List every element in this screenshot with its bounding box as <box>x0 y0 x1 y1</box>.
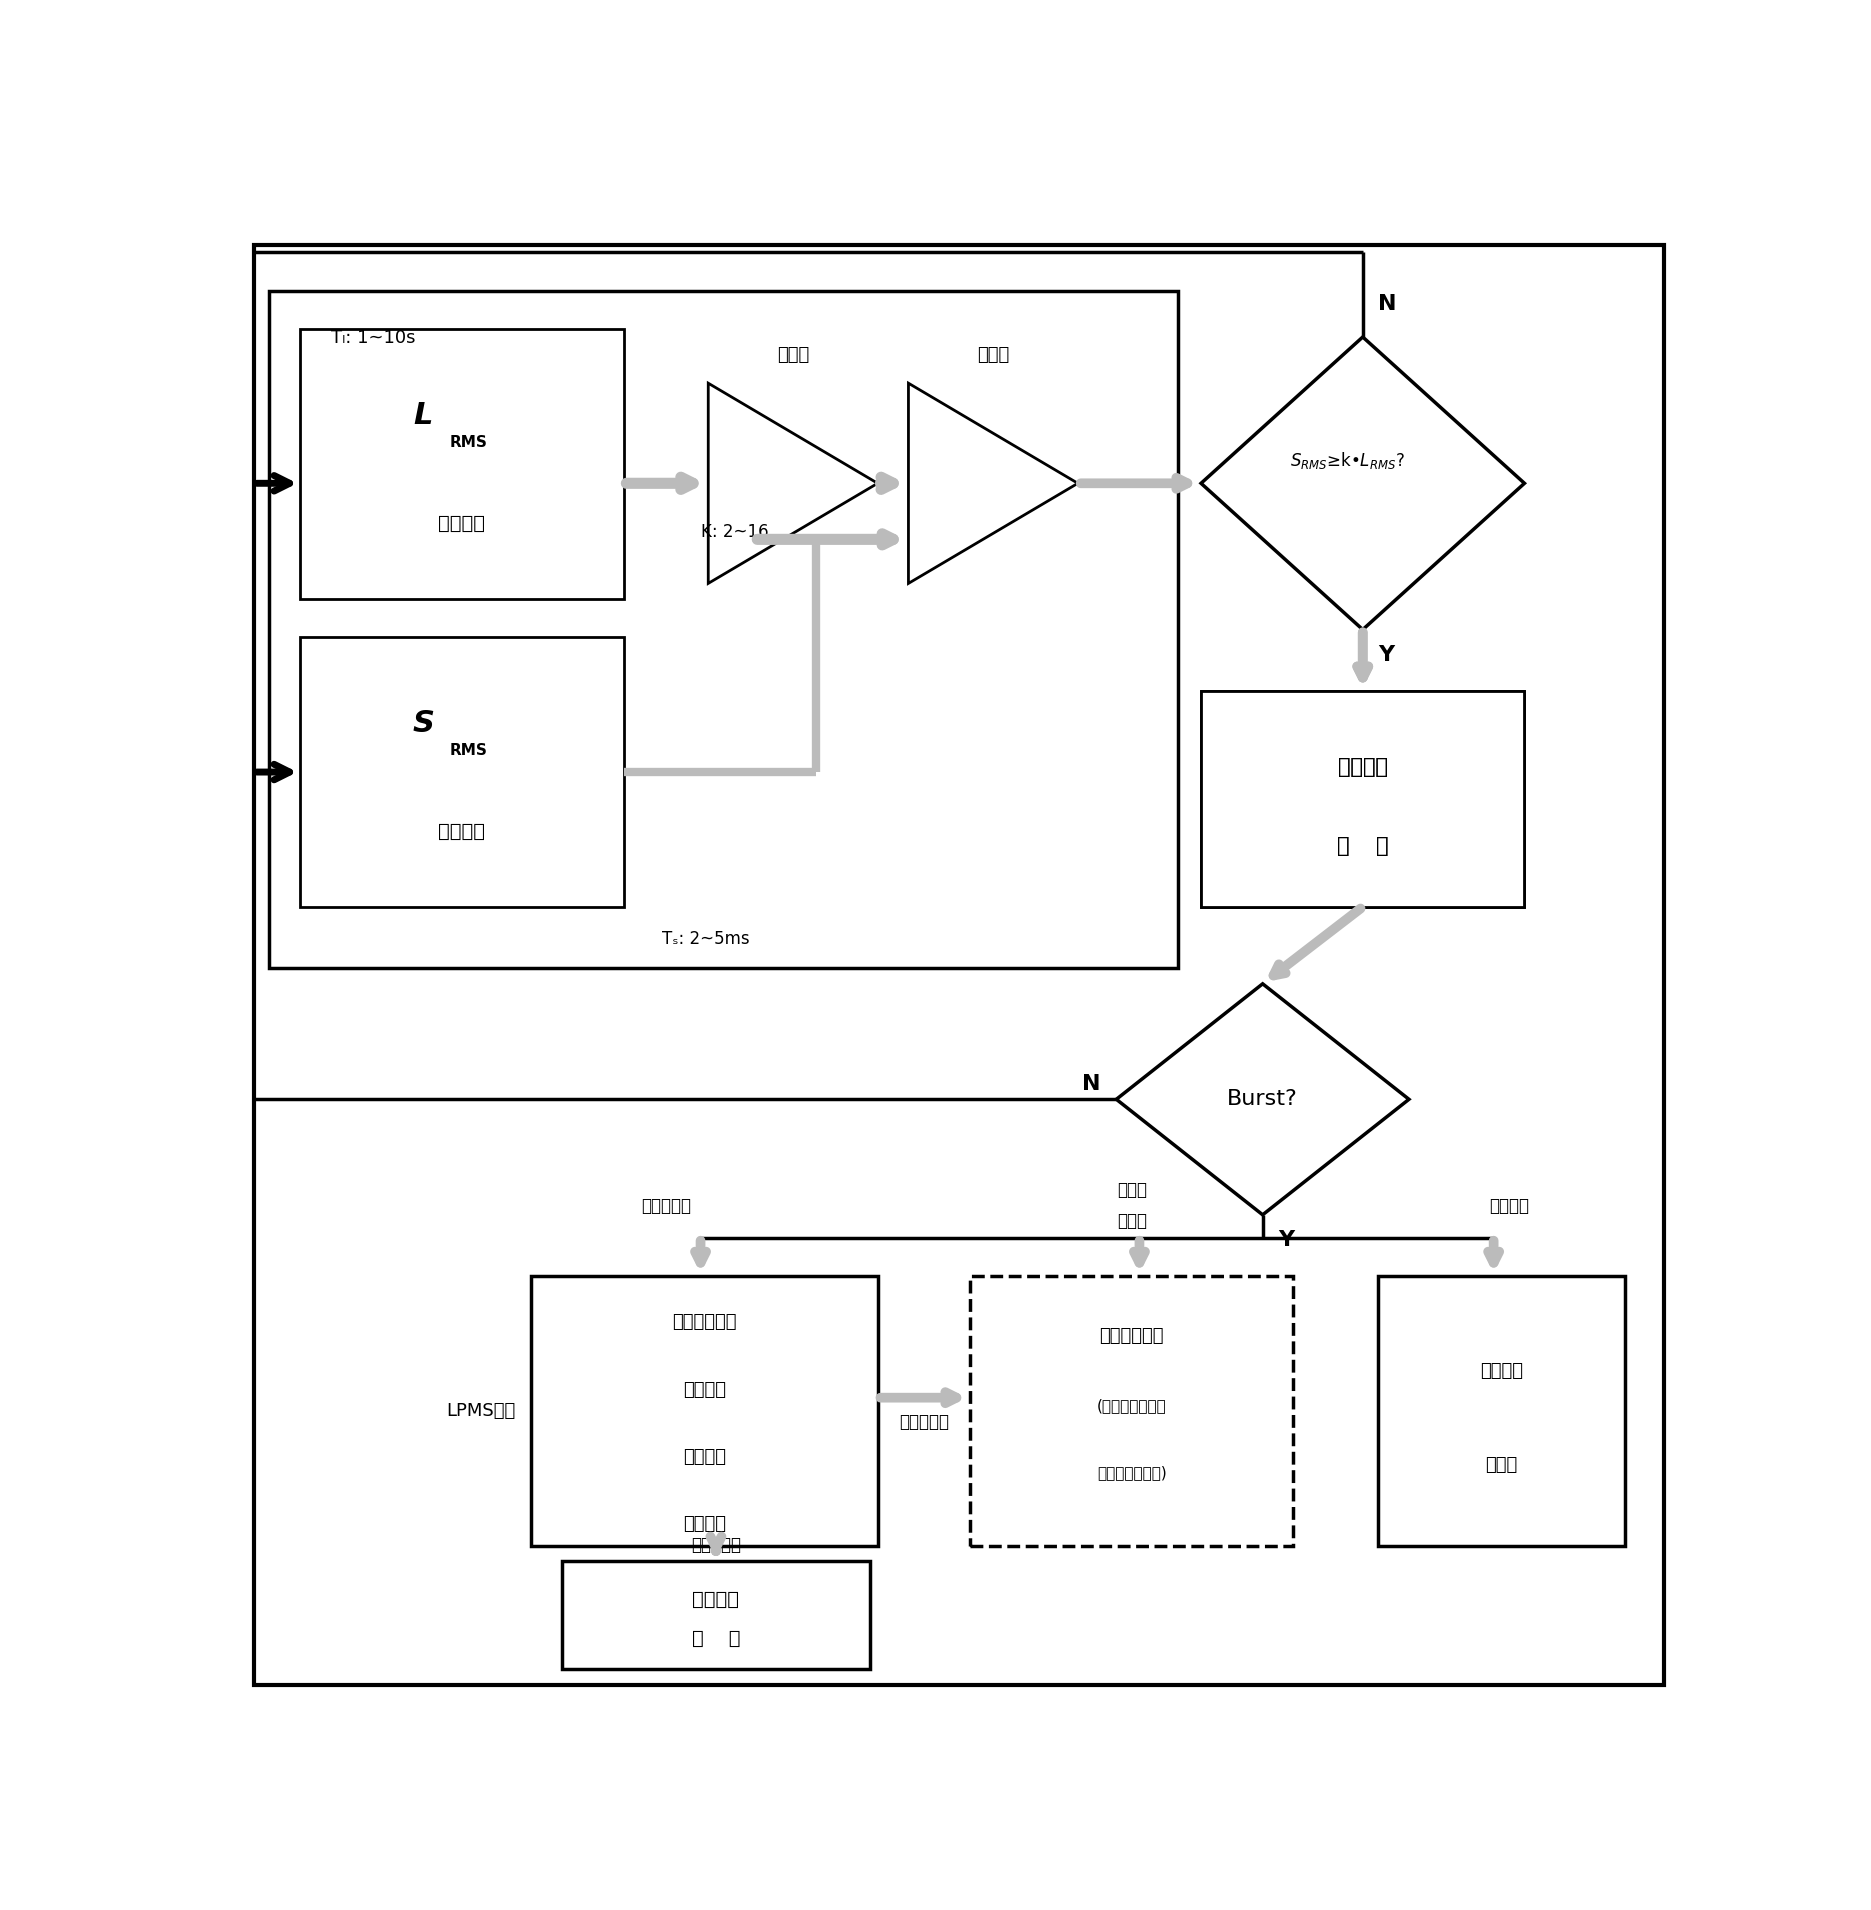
Text: S: S <box>412 709 434 737</box>
Text: 事件报: 事件报 <box>1117 1182 1147 1199</box>
Text: 事件分析: 事件分析 <box>683 1381 726 1398</box>
Text: 计    数: 计 数 <box>1338 837 1388 856</box>
Text: $S_{RMS}$≥k•$L_{RMS}$?: $S_{RMS}$≥k•$L_{RMS}$? <box>1289 449 1405 470</box>
Text: RMS: RMS <box>451 743 488 758</box>
Text: Y: Y <box>1379 646 1394 665</box>
Bar <box>1201 691 1525 907</box>
Bar <box>299 638 623 907</box>
Bar <box>969 1276 1293 1545</box>
Bar <box>1201 691 1525 907</box>
Text: 显示与报警输出): 显示与报警输出) <box>1096 1465 1168 1480</box>
Text: 计    数: 计 数 <box>1338 837 1388 856</box>
Polygon shape <box>909 384 1078 583</box>
Bar <box>269 290 1179 968</box>
Text: LPMS软件: LPMS软件 <box>447 1402 516 1421</box>
Text: RMS: RMS <box>451 435 488 449</box>
Text: 事件数据保存: 事件数据保存 <box>672 1314 737 1331</box>
Text: 运算模块: 运算模块 <box>438 821 485 840</box>
Bar <box>299 329 623 600</box>
Text: Burst?: Burst? <box>1227 1089 1298 1110</box>
Text: K: 2~16: K: 2~16 <box>700 523 769 541</box>
Text: 报警处理机筱: 报警处理机筱 <box>1100 1327 1164 1345</box>
Text: Tₗ: 1~10s: Tₗ: 1~10s <box>331 329 415 348</box>
Text: 时间延追: 时间延追 <box>1338 756 1388 777</box>
Text: Y: Y <box>1278 1230 1295 1251</box>
Text: 故障通道: 故障通道 <box>692 1589 739 1608</box>
Text: L: L <box>413 401 432 430</box>
Text: (逻辑处理、报警: (逻辑处理、报警 <box>1096 1398 1168 1413</box>
Text: 警信号: 警信号 <box>1117 1213 1147 1230</box>
Polygon shape <box>1117 984 1409 1215</box>
Text: 故障通道号: 故障通道号 <box>690 1536 741 1553</box>
Text: Tₛ: 2~5ms: Tₛ: 2~5ms <box>662 930 750 947</box>
Text: 乘法器: 乘法器 <box>776 346 808 365</box>
Text: 器记录: 器记录 <box>1486 1455 1517 1475</box>
Text: 系统自检: 系统自检 <box>683 1515 726 1534</box>
Text: 触发信号: 触发信号 <box>1489 1198 1529 1215</box>
Text: 运算模块: 运算模块 <box>438 514 485 533</box>
Polygon shape <box>709 384 877 583</box>
Polygon shape <box>1201 336 1525 630</box>
Text: 数据采集: 数据采集 <box>1480 1362 1523 1379</box>
Text: 时间延追: 时间延追 <box>1338 756 1388 777</box>
Bar <box>1379 1276 1624 1545</box>
Bar <box>561 1560 870 1669</box>
Text: N: N <box>1379 294 1396 313</box>
Text: 切    除: 切 除 <box>692 1629 741 1648</box>
Text: 事件通道号: 事件通道号 <box>898 1413 949 1431</box>
Text: 通道复核: 通道复核 <box>683 1448 726 1467</box>
Text: 比较器: 比较器 <box>977 346 1008 365</box>
Text: 事件通道号: 事件通道号 <box>642 1198 690 1215</box>
Bar <box>531 1276 877 1545</box>
Text: N: N <box>1083 1073 1100 1094</box>
